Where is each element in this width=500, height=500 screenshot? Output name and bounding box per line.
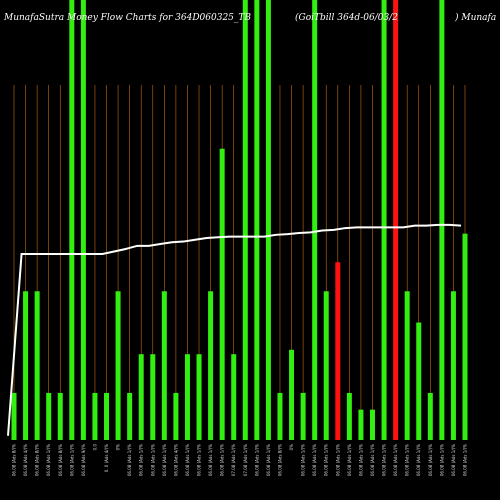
bar (208, 291, 214, 440)
bar (219, 148, 225, 440)
bar (300, 392, 306, 440)
bar (115, 291, 121, 440)
bar (265, 0, 271, 440)
x-tick-label: 06.08 (Ads 1/)% (439, 444, 444, 476)
x-tick-label: 06.08 (Ads 1/)% (451, 444, 456, 476)
x-tick-label: 06.08 (Ads 8/)% (58, 444, 63, 476)
bar (46, 392, 52, 440)
bar (427, 392, 433, 440)
bar (462, 233, 468, 440)
bar (150, 354, 156, 440)
bar (381, 0, 387, 440)
x-tick-label: 06.08 (Ads 1/)% (69, 444, 74, 476)
x-tick-label: 06.08 (Ads 8/)% (12, 444, 17, 476)
bar (358, 409, 364, 440)
x-tick-label: 06.08 (Ads 8/)% (277, 444, 282, 476)
x-tick-label: 0% (289, 444, 294, 451)
bar (312, 0, 318, 440)
bar-series (11, 0, 468, 440)
x-tick-label: 06.08 (Ads 1/)% (197, 444, 202, 476)
x-tick-label: 06.08 (Ads 1/)% (220, 444, 225, 476)
x-tick-label: 0% (116, 444, 121, 451)
bar (254, 0, 260, 440)
bar (346, 392, 352, 440)
x-tick-label: 06.08 (Ads 1/)% (393, 444, 398, 476)
bar (196, 354, 202, 440)
bar (138, 354, 144, 440)
x-tick-label: 06.08 (Ads 9/)% (81, 444, 86, 476)
cumulative-flow-line (7, 223, 462, 436)
x-tick-label: 06.08 (Ads 1/)% (312, 444, 317, 476)
bar (439, 0, 445, 440)
x-tick-label: 06.08 (Ads 1/)% (405, 444, 410, 476)
bar (80, 0, 86, 440)
x-tick-label: 06.08 (Ads 1/)% (324, 444, 329, 476)
bar (11, 392, 17, 440)
x-tick-label: 0.0 (92, 444, 97, 451)
x-tick-label: 06.08 (Ads 1/)% (254, 444, 259, 476)
bar (416, 322, 422, 440)
x-tick-label: 06.08 (Ads 1/)% (139, 444, 144, 476)
x-tick-label: 06.08 (Ads 1/)% (127, 444, 132, 476)
bar (92, 392, 98, 440)
x-tick-label: 06.08 (Ads 1/)% (358, 444, 363, 476)
bar (393, 0, 399, 440)
bar (289, 349, 295, 440)
x-tick-label: 07.08 (Ads 1/)% (243, 444, 248, 476)
x-tick-label: 06.08 (Ads 1/)% (266, 444, 271, 476)
chart-title-right: ) Munafa (454, 12, 496, 23)
x-tick-label: 06.08 (Ads 1/)% (428, 444, 433, 476)
bar (231, 354, 237, 440)
x-tick-label: 06.08 (Ads 1/)% (347, 444, 352, 476)
x-axis-tick-labels: 06.08 (Ads 8/)% 06.08 (Ads 4/)% 06.08 (Ads… (12, 444, 468, 477)
x-tick-label: 06.08 (Ads 8/)% (35, 444, 40, 476)
x-tick-label: 07.08 (Ads 1/)% (231, 444, 236, 476)
x-tick-label: 0. 0 (Ads 4/)% (104, 444, 109, 472)
x-tick-label: 06.08 (Ads 1/)% (185, 444, 190, 476)
x-tick-label: 06.08 (Ads 1/)% (208, 444, 213, 476)
bar (23, 291, 29, 440)
x-tick-label: 06.08 (Ads 1/)% (416, 444, 421, 476)
x-tick-label: 06.08 (Ads 1/)% (335, 444, 340, 476)
bar (69, 0, 75, 440)
bar (323, 291, 329, 440)
bar (173, 392, 179, 440)
x-tick-label: 06.08 (Ads 1/)% (162, 444, 167, 476)
chart-title-middle: (GoiTbill 364d-06/03/2 (295, 12, 398, 23)
bar (450, 291, 456, 440)
x-tick-label: 06.08 (Ads 1/)% (301, 444, 306, 476)
chart-title-left: MunafaSutra Money Flow Charts for 364D06… (3, 13, 251, 23)
x-tick-label: 06.08 (Ads 1/)% (150, 444, 155, 476)
bar (57, 392, 63, 440)
bar (161, 291, 167, 440)
bar (184, 354, 190, 440)
x-tick-label: 06.08 (Ads 1/)% (463, 444, 468, 476)
bar (242, 0, 248, 440)
bar (404, 291, 410, 440)
bar (34, 291, 40, 440)
x-tick-label: 06.08 (Ads 1/)% (370, 444, 375, 476)
bar (104, 392, 110, 440)
bar (335, 262, 341, 440)
bar (127, 392, 133, 440)
bar (369, 409, 375, 440)
x-tick-label: 06.08 (Ads 1/)% (46, 444, 51, 476)
x-tick-label: 06.08 (Ads 1/)% (382, 444, 387, 476)
x-tick-label: 06.08 (Ads 4/)% (173, 444, 178, 476)
bar (277, 392, 283, 440)
x-tick-label: 06.08 (Ads 4/)% (23, 444, 28, 476)
